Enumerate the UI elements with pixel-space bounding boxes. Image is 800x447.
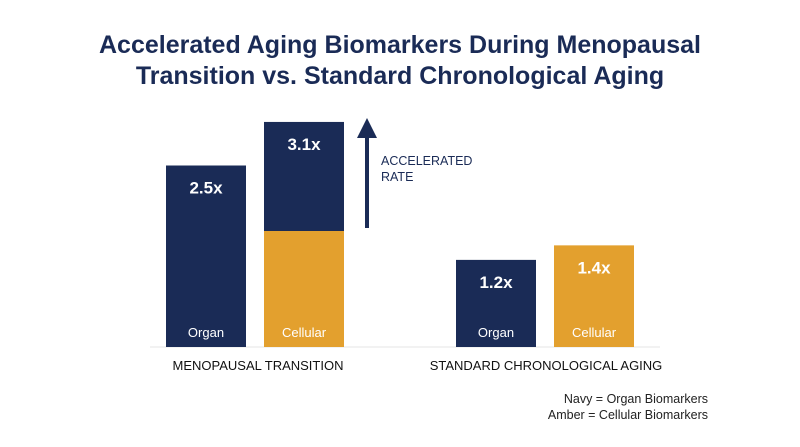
series-label-cellular-0: Cellular (282, 325, 327, 340)
value-label-organ-0: 2.5x (189, 179, 223, 198)
bar-cellular-0-upper (264, 121, 344, 231)
category-label-1: STANDARD CHRONOLOGICAL AGING (430, 358, 663, 373)
value-label-cellular-1: 1.4x (577, 258, 611, 277)
legend-line-organ: Navy = Organ Biomarkers (563, 392, 708, 406)
legend-line-cellular: Amber = Cellular Biomarkers (547, 408, 708, 422)
chart-title: Accelerated Aging Biomarkers During Meno… (0, 30, 800, 92)
value-label-organ-1: 1.2x (479, 273, 513, 292)
bar-cellular-0 (264, 231, 344, 347)
chart-title-line-2: Transition vs. Standard Chronological Ag… (135, 62, 665, 90)
accelerated-rate-arrow-head (357, 118, 377, 138)
series-label-cellular-1: Cellular (572, 325, 617, 340)
bar-organ-0 (166, 165, 246, 347)
chart-title-line-1: Accelerated Aging Biomarkers During Meno… (98, 31, 701, 59)
bar-cellular-1 (554, 245, 634, 347)
series-label-organ-0: Organ (188, 325, 224, 340)
series-label-organ-1: Organ (478, 325, 514, 340)
category-label-0: MENOPAUSAL TRANSITION (173, 358, 344, 373)
annotation-rate: RATE (381, 170, 413, 184)
value-label-cellular-0: 3.1x (287, 135, 321, 154)
legend: Navy = Organ Biomarkers Amber = Cellular… (548, 391, 708, 423)
annotation-accelerated: ACCELERATED (381, 154, 472, 168)
bar-organ-1 (456, 259, 536, 347)
